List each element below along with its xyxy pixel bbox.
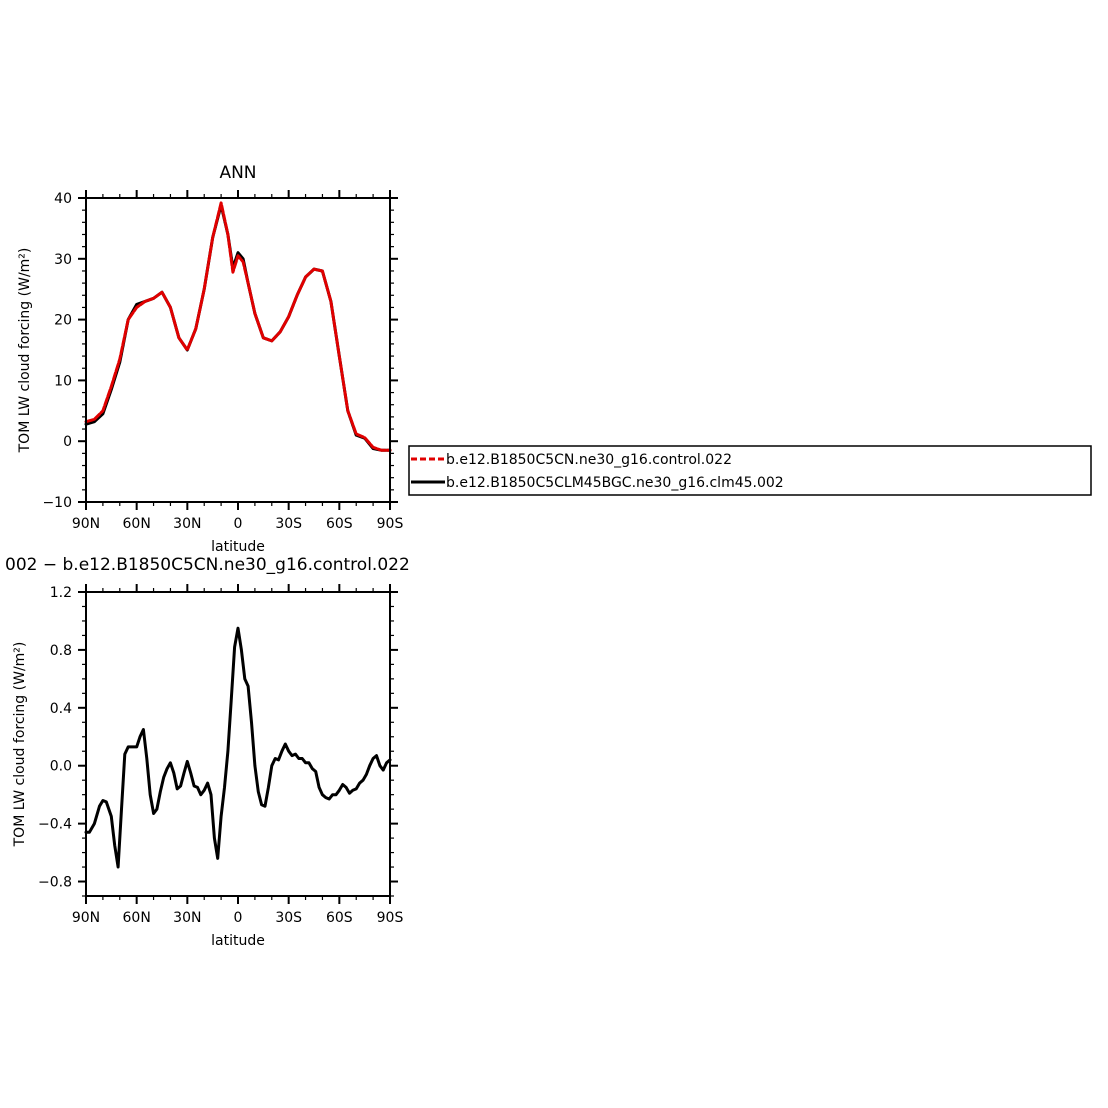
legend-box bbox=[408, 445, 1092, 496]
bottom-y-tick-label: 0.8 bbox=[50, 643, 72, 659]
bottom-x-axis-title: latitude bbox=[211, 933, 265, 949]
top-y-tick-label: 20 bbox=[54, 313, 72, 329]
bottom-x-tick-label: 60S bbox=[326, 910, 353, 926]
top-y-tick-label: −10 bbox=[42, 495, 72, 511]
top-x-axis-title: latitude bbox=[211, 539, 265, 555]
top-y-tick-label: 30 bbox=[54, 252, 72, 268]
top-y-tick-labels: 40 30 20 10 0 −10 bbox=[42, 191, 72, 511]
legend: b.e12.B1850C5CN.ne30_g16.control.022 b.e… bbox=[408, 445, 1092, 496]
bottom-y-tick-label: −0.8 bbox=[38, 875, 72, 891]
top-x-tick-label: 90N bbox=[72, 516, 100, 532]
bottom-title: 002 − b.e12.B1850C5CN.ne30_g16.control.0… bbox=[5, 555, 410, 575]
top-x-tick-label: 30S bbox=[275, 516, 302, 532]
top-x-tick-labels: 90N 60N 30N 0 30S 60S 90S bbox=[72, 516, 404, 532]
top-y-tick-label: 40 bbox=[54, 191, 72, 207]
bottom-plot-frame bbox=[85, 591, 391, 897]
top-series-line-0 bbox=[84, 203, 392, 452]
top-series-line-1 bbox=[84, 201, 392, 452]
top-y-axis-title: TOM LW cloud forcing (W/m²) bbox=[17, 248, 33, 454]
bottom-x-tick-label: 60N bbox=[123, 910, 151, 926]
top-plot-frame bbox=[85, 197, 391, 503]
top-x-tick-label: 30N bbox=[173, 516, 201, 532]
top-x-tick-label: 60S bbox=[326, 516, 353, 532]
legend-label-control: b.e12.B1850C5CN.ne30_g16.control.022 bbox=[446, 452, 732, 468]
bottom-y-tick-labels: 1.2 0.8 0.4 0.0 −0.4 −0.8 bbox=[38, 585, 72, 891]
bottom-x-tick-label: 0 bbox=[234, 910, 243, 926]
bottom-y-tick-label: 0.4 bbox=[50, 701, 72, 717]
legend-label-clm45: b.e12.B1850C5CLM45BGC.ne30_g16.clm45.002 bbox=[446, 475, 784, 491]
bottom-x-tick-label: 90N bbox=[72, 910, 100, 926]
bottom-series bbox=[84, 626, 392, 869]
top-x-tick-label: 90S bbox=[377, 516, 404, 532]
bottom-x-tick-labels: 90N 60N 30N 0 30S 60S 90S bbox=[72, 910, 404, 926]
bottom-y-tick-label: −0.4 bbox=[38, 817, 72, 833]
top-y-tick-label: 0 bbox=[63, 434, 72, 450]
bottom-x-tick-label: 30S bbox=[275, 910, 302, 926]
bottom-y-tick-label: 1.2 bbox=[50, 585, 72, 601]
top-x-tick-label: 0 bbox=[234, 516, 243, 532]
bottom-x-tick-label: 90S bbox=[377, 910, 404, 926]
top-y-tick-label: 10 bbox=[54, 373, 72, 389]
top-x-tick-label: 60N bbox=[123, 516, 151, 532]
bottom-y-axis-title: TOM LW cloud forcing (W/m²) bbox=[12, 642, 28, 848]
bottom-y-tick-label: 0.0 bbox=[50, 759, 72, 775]
bottom-x-tick-label: 30N bbox=[173, 910, 201, 926]
top-title: ANN bbox=[219, 163, 256, 183]
bottom-panel: 002 − b.e12.B1850C5CN.ne30_g16.control.0… bbox=[5, 555, 410, 949]
bottom-series-line-0 bbox=[84, 626, 392, 869]
top-panel: ANN 40 30 20 10 0 −10 90N 60N 30N 0 30S 60S 90S lat… bbox=[17, 163, 403, 555]
top-axis-ticks bbox=[78, 190, 398, 510]
top-series bbox=[84, 201, 392, 452]
